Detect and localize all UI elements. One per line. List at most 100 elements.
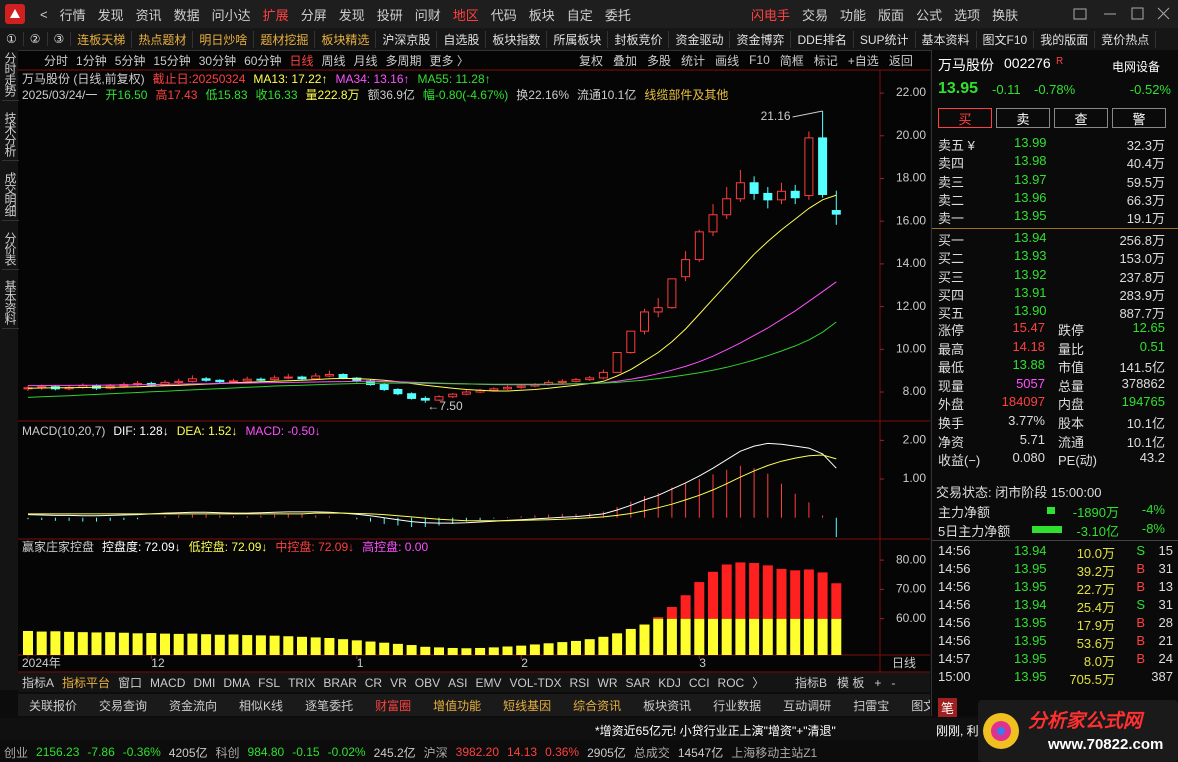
menu-item[interactable]: 板块 [528,7,555,23]
toolbar-item[interactable]: 我的版面 [1034,30,1096,48]
function-tab[interactable]: 交易查询 [99,698,148,713]
indicator-tab[interactable]: BRAR [323,675,357,690]
function-tab[interactable]: 扫雷宝 [853,698,890,713]
period-tab[interactable]: 60分钟 [244,53,282,68]
function-tab[interactable]: 增值功能 [433,698,482,713]
toolbar-item[interactable]: 所属板块 [547,30,609,48]
indicator-tab[interactable]: EMV [475,675,502,690]
toolbar-item[interactable]: 连板天梯 [71,30,133,48]
period-tab[interactable]: 更多 〉 [429,53,469,68]
indicator-tab[interactable]: 模 板 [837,676,865,690]
period-tab[interactable]: 30分钟 [198,53,237,68]
indicator-tab[interactable]: CCI [688,675,710,690]
period-tab[interactable]: 多周期 [385,53,422,68]
chart-tool[interactable]: 标记 [813,53,838,68]
indicator-tab[interactable]: 窗口 [118,676,143,690]
toolbar-item[interactable]: ③ [48,32,72,46]
indicator-tab[interactable]: VR [390,675,407,690]
side-tab[interactable]: 技术分析 [2,112,19,161]
function-tab[interactable]: 短线基因 [503,698,552,713]
menu-item[interactable]: 数据 [173,7,200,23]
menu-item[interactable]: 发现 [338,7,365,23]
indicator-tab[interactable]: CR [364,675,383,690]
menu-item[interactable]: 换肤 [992,7,1019,23]
chart-tool[interactable]: 多股 [647,53,672,68]
side-tab[interactable]: 基本资料 [2,280,19,329]
indicator-tab[interactable]: WR [597,675,618,690]
indicator-tab[interactable]: + [874,675,882,690]
toolbar-item[interactable]: 竞价热点 [1095,30,1157,48]
chart-tool[interactable]: 统计 [681,53,706,68]
indicator-tab[interactable]: KDJ [658,675,681,690]
indicator-tab[interactable]: 〉 [752,676,765,690]
function-tab[interactable]: 资金流向 [169,698,218,713]
indicator-tab[interactable]: VOL-TDX [509,675,562,690]
indicator-tab[interactable]: DMA [223,675,251,690]
function-tab[interactable]: 图文F10 [911,698,930,713]
function-tab[interactable]: 财富圈 [375,698,412,713]
side-tab[interactable]: 分价表 [2,232,19,270]
toolbar-item[interactable]: 基本资料 [916,30,977,48]
trade-button[interactable]: 查 [1054,108,1108,128]
indicator-tab[interactable]: DMI [193,675,216,690]
toolbar-item[interactable]: 题材挖掘 [254,30,316,48]
menu-item[interactable]: 资讯 [135,7,162,23]
indicator-tab[interactable]: 指标平台 [62,676,111,690]
toolbar-item[interactable]: 自选股 [437,30,487,48]
toolbar-item[interactable]: ① [0,32,24,46]
menu-item[interactable]: 代码 [490,7,517,23]
menu-item[interactable]: 交易 [802,7,829,23]
menu-item[interactable]: 扩展 [262,7,289,23]
toolbar-item[interactable]: DDE排名 [791,30,854,48]
menu-item[interactable]: 问小达 [211,7,251,23]
menu-item[interactable]: 行情 [59,7,86,23]
function-tab[interactable]: 相似K线 [239,698,284,713]
toolbar-item[interactable]: 热点题材 [132,30,194,48]
trade-button[interactable]: 卖 [996,108,1050,128]
indicator-tab[interactable]: RSI [569,675,590,690]
indicator-tab[interactable]: TRIX [288,675,316,690]
indicator-tab[interactable]: OBV [414,675,441,690]
period-tab[interactable]: 月线 [353,53,378,68]
menu-item[interactable]: 自定 [566,7,593,23]
menu-item[interactable]: < [40,6,48,22]
function-tab[interactable]: 互动调研 [783,698,832,713]
toolbar-item[interactable]: 资金驱动 [669,30,731,48]
indicator-tab[interactable]: FSL [258,675,281,690]
indicator-tab[interactable]: SAR [625,675,651,690]
function-tab[interactable]: 综合资讯 [573,698,622,713]
menu-item[interactable]: 功能 [840,7,867,23]
period-tab[interactable]: 周线 [321,53,346,68]
indicator-tab[interactable]: 指标A [22,676,55,690]
menu-item[interactable]: 分屏 [300,7,327,23]
menu-item[interactable]: 投研 [376,7,403,23]
period-tab[interactable]: 15分钟 [153,53,191,68]
indicator-tab[interactable]: - [891,675,896,690]
function-tab[interactable]: 行业数据 [713,698,762,713]
side-tab[interactable]: 分时走势 [2,52,19,101]
trade-button[interactable]: 警 [1112,108,1166,128]
chart-tool[interactable]: 复权 [579,53,604,68]
indicator-tab[interactable]: 指标B [795,676,828,690]
menu-item[interactable]: 委托 [604,7,631,23]
toolbar-item[interactable]: 板块指数 [486,30,548,48]
menu-item[interactable]: 地区 [452,7,479,23]
menu-item[interactable]: 选项 [954,7,981,23]
indicator-tab[interactable]: MACD [150,675,186,690]
menu-item[interactable]: 闪电手 [751,7,791,23]
toolbar-item[interactable]: 图文F10 [977,30,1035,48]
trade-button[interactable]: 买 [938,108,992,128]
menu-item[interactable]: 公式 [916,7,943,23]
function-tab[interactable]: 逐笔委托 [305,698,354,713]
chart-tool[interactable]: 画线 [715,53,740,68]
chart-tool[interactable]: 返回 [888,53,913,68]
indicator-tab[interactable]: ASI [448,675,468,690]
period-tab[interactable]: 日线 [289,53,314,68]
menu-item[interactable]: 版面 [878,7,905,23]
period-tab[interactable]: 分时 [44,53,69,68]
indicator-tab[interactable]: ROC [717,675,745,690]
toolbar-item[interactable]: 封板竞价 [608,30,670,48]
menu-item[interactable]: 发现 [97,7,124,23]
chart-tool[interactable]: 叠加 [613,53,638,68]
chart-tool[interactable]: 简框 [779,53,804,68]
